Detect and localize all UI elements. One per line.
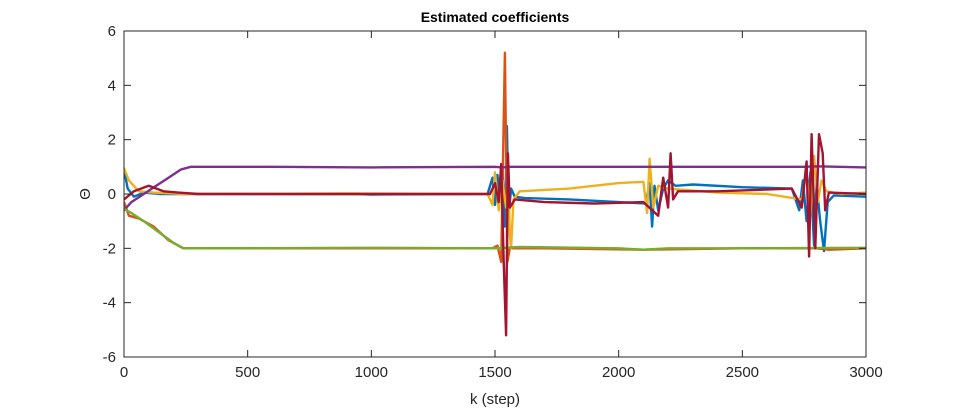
- chart-title: Estimated coefficients: [421, 9, 570, 25]
- x-tick-label: 1500: [478, 364, 511, 381]
- series-line-6: [124, 133, 866, 337]
- x-tick-label: 0: [120, 364, 128, 381]
- y-tick-label: 6: [108, 23, 116, 40]
- series-line-5: [124, 207, 866, 251]
- x-axis: 0 500 1000 1500 2000 2500 3000: [120, 31, 883, 381]
- x-tick-label: 3000: [849, 364, 882, 381]
- series-layer: [124, 51, 866, 337]
- y-tick-label: -4: [103, 295, 116, 312]
- y-tick-label: 4: [108, 77, 116, 94]
- y-axis: -6 -4 -2 0 2 4 6: [103, 23, 866, 366]
- y-axis-label: Θ: [77, 188, 94, 200]
- y-tick-label: -6: [103, 349, 116, 366]
- x-tick-label: 2500: [726, 364, 759, 381]
- x-tick-label: 500: [235, 364, 260, 381]
- y-tick-label: -2: [103, 240, 116, 257]
- y-tick-label: 2: [108, 132, 116, 149]
- x-axis-label: k (step): [470, 391, 520, 408]
- y-tick-label: 0: [108, 186, 116, 203]
- x-tick-label: 1000: [355, 364, 388, 381]
- series-line-4: [124, 165, 866, 212]
- x-tick-label: 2000: [602, 364, 635, 381]
